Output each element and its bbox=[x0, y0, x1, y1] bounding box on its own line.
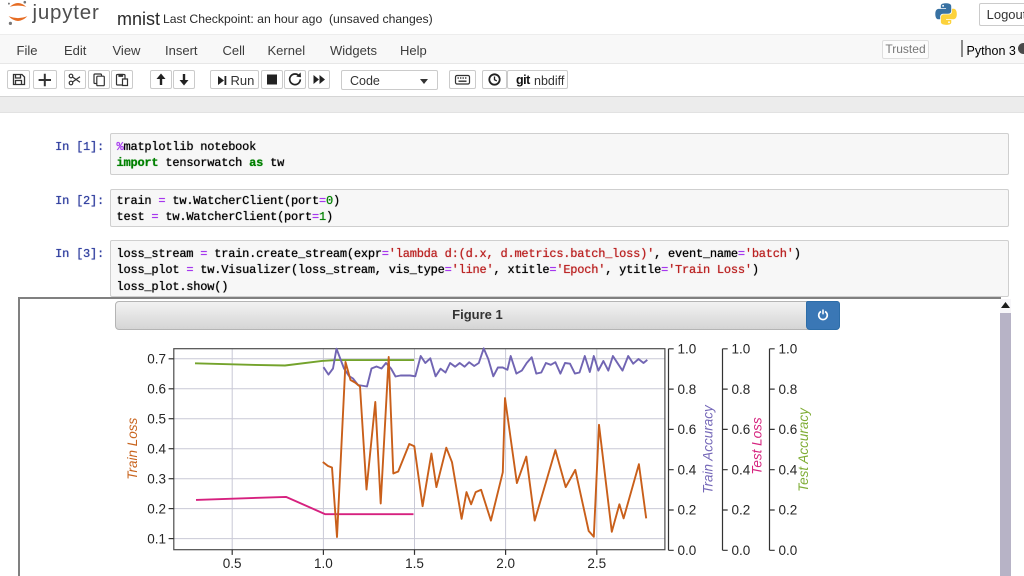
svg-text:0.1: 0.1 bbox=[147, 531, 166, 546]
svg-text:Test Loss: Test Loss bbox=[750, 417, 765, 475]
svg-text:1.0: 1.0 bbox=[678, 342, 697, 357]
svg-text:1.5: 1.5 bbox=[405, 556, 424, 571]
svg-text:0.8: 0.8 bbox=[678, 382, 697, 397]
svg-text:0.7: 0.7 bbox=[147, 352, 166, 367]
svg-text:0.8: 0.8 bbox=[779, 382, 798, 397]
svg-text:0.2: 0.2 bbox=[678, 503, 697, 518]
svg-text:0.3: 0.3 bbox=[147, 471, 166, 486]
svg-text:Train Accuracy: Train Accuracy bbox=[701, 404, 716, 494]
svg-text:0.2: 0.2 bbox=[779, 503, 798, 518]
svg-text:0.4: 0.4 bbox=[779, 462, 798, 477]
svg-text:0.5: 0.5 bbox=[147, 411, 166, 426]
svg-text:Test Accuracy: Test Accuracy bbox=[796, 407, 811, 492]
svg-text:Train Loss: Train Loss bbox=[125, 417, 140, 479]
svg-text:0.6: 0.6 bbox=[779, 422, 798, 437]
svg-text:0.4: 0.4 bbox=[678, 462, 697, 477]
svg-text:0.0: 0.0 bbox=[732, 543, 751, 558]
svg-text:0.8: 0.8 bbox=[732, 382, 751, 397]
svg-text:0.0: 0.0 bbox=[779, 543, 798, 558]
svg-text:0.0: 0.0 bbox=[678, 543, 697, 558]
svg-text:0.6: 0.6 bbox=[732, 422, 751, 437]
svg-text:0.4: 0.4 bbox=[732, 462, 751, 477]
svg-text:1.0: 1.0 bbox=[732, 342, 751, 357]
svg-text:0.2: 0.2 bbox=[147, 501, 166, 516]
svg-text:0.6: 0.6 bbox=[147, 382, 166, 397]
svg-text:0.4: 0.4 bbox=[147, 441, 166, 456]
svg-text:2.5: 2.5 bbox=[587, 556, 606, 571]
svg-text:0.5: 0.5 bbox=[223, 556, 242, 571]
svg-text:0.6: 0.6 bbox=[678, 422, 697, 437]
svg-text:1.0: 1.0 bbox=[779, 342, 798, 357]
svg-text:0.2: 0.2 bbox=[732, 503, 751, 518]
svg-text:2.0: 2.0 bbox=[496, 556, 515, 571]
svg-text:1.0: 1.0 bbox=[314, 556, 333, 571]
